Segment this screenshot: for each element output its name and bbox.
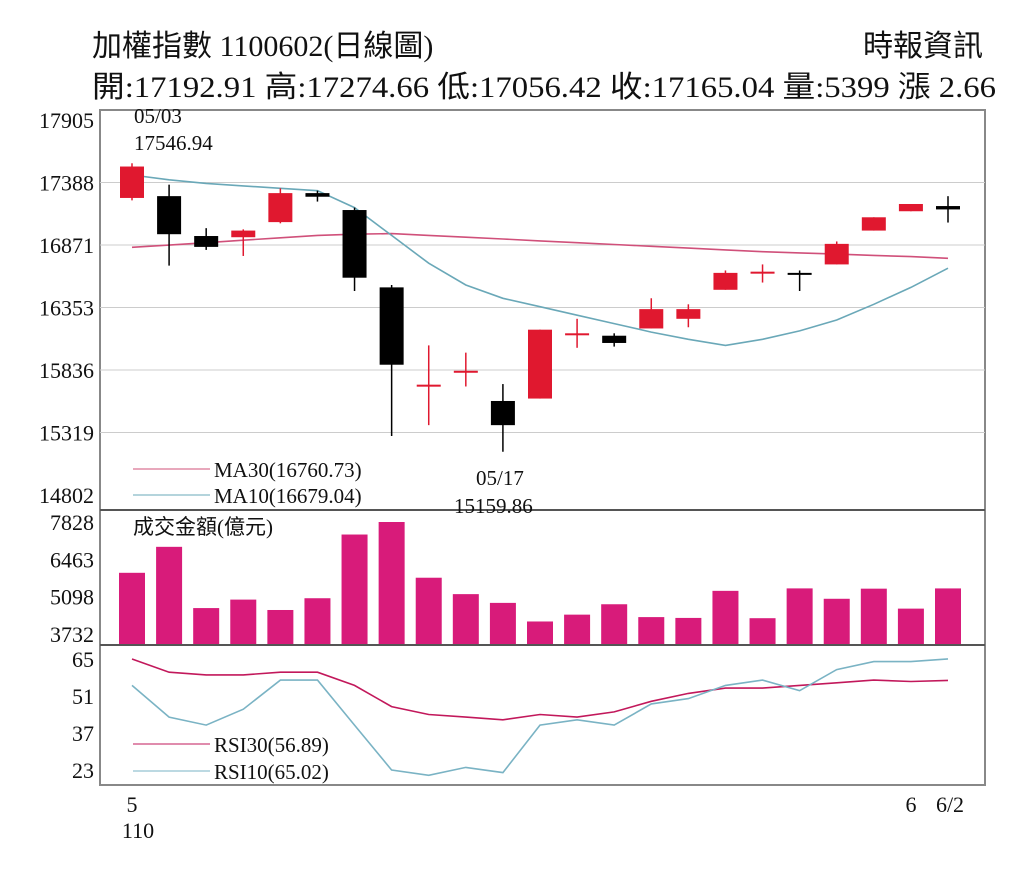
- candle-body: [268, 193, 293, 223]
- volume-bar: [749, 618, 776, 644]
- low-date-label: 05/17: [476, 466, 524, 490]
- price-tick-label: 16871: [39, 233, 94, 258]
- chart-title: 加權指數 1100602(日線圖): [92, 30, 433, 63]
- volume-bar: [304, 598, 331, 644]
- candle-body: [342, 210, 367, 278]
- volume-tick-label: 6463: [50, 547, 94, 572]
- x-label-year: 110: [122, 818, 154, 843]
- panel-frames: [99, 109, 986, 786]
- candle-body: [453, 370, 478, 373]
- volume-bar: [452, 594, 479, 644]
- source-label: 時報資訊: [863, 30, 983, 63]
- candle-body: [824, 243, 849, 265]
- ma30-legend-label: MA30(16760.73): [214, 458, 362, 482]
- ma-line-ma10: [131, 174, 949, 347]
- candle-body: [639, 309, 664, 329]
- high-date-label: 05/03: [134, 104, 182, 128]
- volume-bar: [601, 604, 628, 644]
- volume-bar: [193, 608, 220, 644]
- volume-tick-label: 7828: [50, 510, 94, 535]
- candle-body: [750, 271, 775, 274]
- candle-body: [416, 384, 441, 387]
- volume-bar: [675, 617, 702, 644]
- x-label-month-start: 5: [127, 792, 138, 817]
- volume-bar: [267, 609, 294, 644]
- candle-body: [936, 206, 960, 210]
- volume-title: 成交金額(億元): [133, 515, 273, 539]
- candle-body: [157, 196, 182, 235]
- volume-tick-label: 3732: [50, 622, 94, 647]
- candle-body: [565, 333, 590, 336]
- candle-body: [861, 217, 886, 231]
- chart-frame: [99, 109, 986, 786]
- rsi-tick-label: 65: [72, 647, 94, 672]
- rsi-tick-label: 37: [72, 721, 94, 746]
- candle-body: [379, 287, 404, 365]
- volume-bar: [860, 588, 887, 644]
- price-tick-label: 17905: [39, 108, 94, 133]
- price-tick-label: 14802: [39, 483, 94, 508]
- volume-bar: [527, 621, 553, 644]
- candle-body: [713, 272, 738, 290]
- volume-bar: [712, 590, 739, 644]
- rsi10-legend-label: RSI10(65.02): [214, 760, 329, 784]
- price-tick-label: 17388: [39, 170, 94, 195]
- volume-panel: 成交金額(億元): [119, 515, 961, 644]
- x-label-last: 6/2: [936, 792, 964, 817]
- ma10-legend-label: MA10(16679.04): [214, 484, 362, 508]
- volume-bar: [897, 608, 924, 644]
- volume-bar: [119, 572, 145, 644]
- candle-body: [305, 193, 330, 197]
- price-tick-label: 16353: [39, 296, 94, 321]
- price-panel: 05/03 17546.94 05/17 15159.86 MA30(16760.73)…: [100, 104, 985, 518]
- candle-body: [787, 272, 812, 275]
- candle-body: [602, 335, 627, 343]
- high-value-label: 17546.94: [134, 131, 213, 155]
- volume-bar: [489, 602, 516, 644]
- candle-body: [490, 400, 515, 426]
- rsi-tick-label: 23: [72, 758, 94, 783]
- candle-body: [528, 329, 552, 399]
- candle-body: [231, 230, 256, 238]
- price-tick-label: 15319: [39, 421, 94, 446]
- volume-bar: [156, 546, 183, 644]
- volume-tick-label: 5098: [50, 585, 94, 610]
- rsi-line-rsi30: [131, 658, 949, 721]
- candle-body: [194, 236, 219, 247]
- volume-bar: [638, 617, 665, 644]
- rsi-tick-label: 51: [72, 684, 94, 709]
- volume-bar: [786, 588, 813, 644]
- ma-line-ma30: [131, 232, 949, 260]
- volume-bar: [823, 598, 850, 644]
- candle-body: [120, 166, 144, 198]
- volume-bar: [341, 534, 368, 644]
- volume-bar: [378, 522, 405, 644]
- volume-bar: [564, 614, 591, 644]
- quote-line: 開:17192.91 高:17274.66 低:17056.42 收:17165…: [92, 71, 996, 104]
- rsi-line-rsi10: [131, 658, 949, 777]
- volume-bar: [415, 577, 442, 644]
- low-value-label: 15159.86: [454, 494, 533, 518]
- candle-body: [676, 309, 701, 319]
- rsi30-legend-label: RSI30(56.89): [214, 733, 329, 757]
- volume-bar: [230, 599, 257, 644]
- price-tick-label: 15836: [39, 358, 94, 383]
- volume-bar: [935, 588, 961, 644]
- x-label-month-6: 6: [906, 792, 917, 817]
- rsi-panel: RSI30(56.89) RSI10(65.02): [131, 658, 949, 784]
- candle-body: [898, 203, 923, 212]
